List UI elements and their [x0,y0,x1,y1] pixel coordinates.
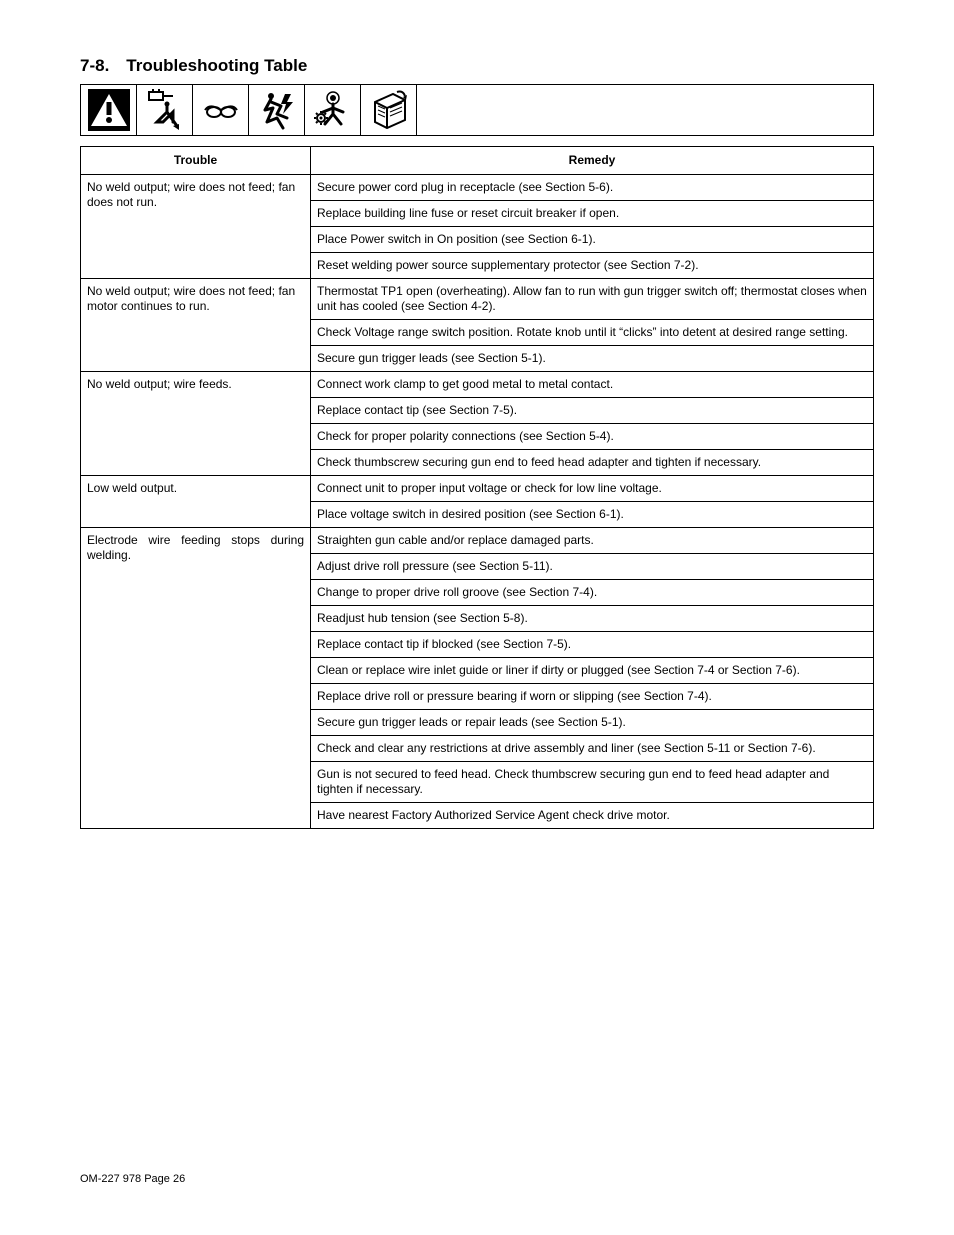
trouble-cell: No weld output; wire feeds. [81,372,311,476]
read-manual-icon [361,85,417,135]
remedy-cell: Replace building line fuse or reset circ… [311,201,874,227]
safety-icon-row [80,84,874,136]
troubleshooting-table: Trouble Remedy No weld output; wire does… [80,146,874,829]
remedy-cell: Have nearest Factory Authorized Service … [311,803,874,829]
remedy-cell: Secure gun trigger leads or repair leads… [311,710,874,736]
remedy-cell: Place voltage switch in desired position… [311,502,874,528]
remedy-cell: Straighten gun cable and/or replace dama… [311,528,874,554]
remedy-cell: Readjust hub tension (see Section 5-8). [311,606,874,632]
col-header-trouble: Trouble [81,147,311,175]
moving-parts-icon [305,85,361,135]
remedy-cell: Replace drive roll or pressure bearing i… [311,684,874,710]
remedy-cell: Change to proper drive roll groove (see … [311,580,874,606]
remedy-cell: Secure power cord plug in receptacle (se… [311,175,874,201]
remedy-cell: Check and clear any restrictions at driv… [311,736,874,762]
trouble-cell: Electrode wire feeding stops during weld… [81,528,311,829]
col-header-remedy: Remedy [311,147,874,175]
remedy-cell: Connect work clamp to get good metal to … [311,372,874,398]
remedy-cell: Replace contact tip (see Section 7-5). [311,398,874,424]
disconnect-power-icon [137,85,193,135]
electric-shock-icon [249,85,305,135]
page-footer: OM-227 978 Page 26 [80,1173,185,1185]
remedy-cell: Reset welding power source supplementary… [311,253,874,279]
remedy-cell: Connect unit to proper input voltage or … [311,476,874,502]
trouble-cell: No weld output; wire does not feed; fan … [81,175,311,279]
icon-row-filler [417,85,873,135]
remedy-cell: Replace contact tip if blocked (see Sect… [311,632,874,658]
remedy-cell: Thermostat TP1 open (overheating). Allow… [311,279,874,320]
remedy-cell: Clean or replace wire inlet guide or lin… [311,658,874,684]
remedy-cell: Adjust drive roll pressure (see Section … [311,554,874,580]
trouble-cell: Low weld output. [81,476,311,528]
warning-icon [81,85,137,135]
remedy-cell: Secure gun trigger leads (see Section 5-… [311,346,874,372]
section-heading: 7-8. Troubleshooting Table [80,56,874,76]
remedy-cell: Place Power switch in On position (see S… [311,227,874,253]
remedy-cell: Gun is not secured to feed head. Check t… [311,762,874,803]
remedy-cell: Check Voltage range switch position. Rot… [311,320,874,346]
trouble-cell: No weld output; wire does not feed; fan … [81,279,311,372]
remedy-cell: Check for proper polarity connections (s… [311,424,874,450]
remedy-cell: Check thumbscrew securing gun end to fee… [311,450,874,476]
safety-glasses-icon [193,85,249,135]
